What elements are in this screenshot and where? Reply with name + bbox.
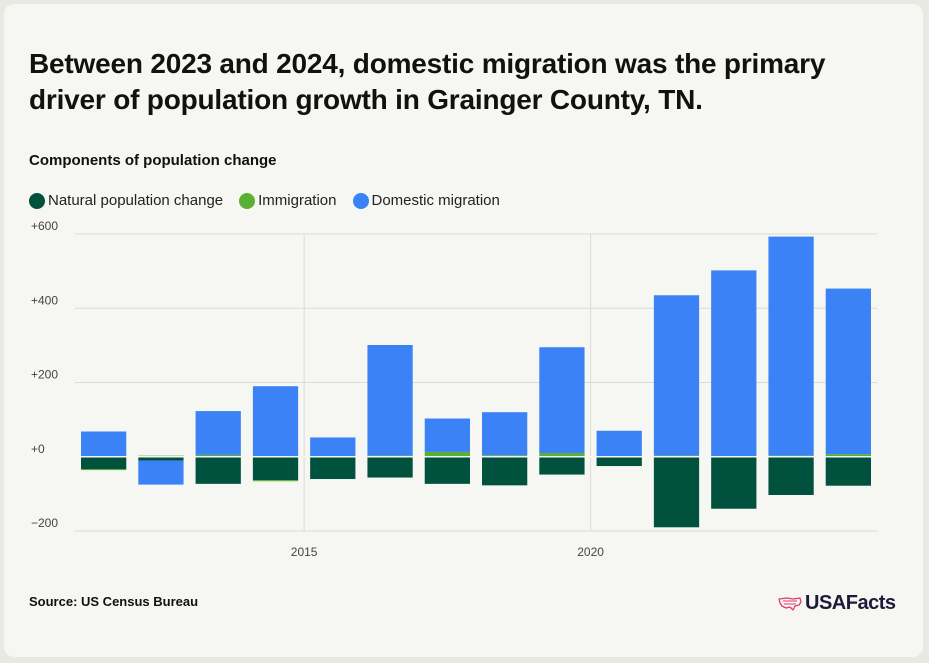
bar-natural-2019 xyxy=(539,456,585,475)
legend: Natural population change Immigration Do… xyxy=(29,192,516,209)
bar-natural-2021 xyxy=(653,456,700,528)
bar-domestic-2012 xyxy=(138,460,184,485)
bar-domestic-2022 xyxy=(711,270,757,457)
x-tick-label: 2020 xyxy=(577,545,604,559)
bar-natural-2022 xyxy=(711,456,757,509)
bar-natural-2020 xyxy=(596,456,642,467)
bar-natural-2018 xyxy=(482,456,528,486)
legend-label-immigration: Immigration xyxy=(258,192,337,209)
bar-natural-2023 xyxy=(768,456,814,495)
y-tick-label: −200 xyxy=(31,516,58,530)
bar-domestic-2020 xyxy=(596,430,642,457)
bar-natural-2016 xyxy=(367,456,413,478)
bar-domestic-2016 xyxy=(367,345,413,456)
bar-natural-2015 xyxy=(310,456,356,480)
legend-label-domestic: Domestic migration xyxy=(371,192,500,209)
bar-natural-2024 xyxy=(825,456,871,486)
chart-title: Between 2023 and 2024, domestic migratio… xyxy=(29,48,826,115)
y-tick-label: +600 xyxy=(31,219,58,233)
bar-domestic-2011 xyxy=(81,431,127,457)
bar-immigration-2017 xyxy=(424,451,470,457)
bar-immigration-2014 xyxy=(252,480,299,482)
bar-domestic-2013 xyxy=(195,411,241,455)
bar-immigration-2019 xyxy=(539,453,585,457)
bar-natural-2017 xyxy=(424,456,470,484)
bar-natural-2014 xyxy=(252,456,299,481)
bar-domestic-2021 xyxy=(653,295,700,456)
bar-immigration-2011 xyxy=(81,469,127,471)
legend-swatch-domestic xyxy=(352,192,369,209)
usafacts-logo: USAFacts xyxy=(778,592,896,615)
chart-subtitle: Components of population change xyxy=(29,152,277,169)
source-note: Source: US Census Bureau xyxy=(29,594,199,609)
bar-immigration-2024 xyxy=(825,454,871,457)
bar-domestic-2023 xyxy=(768,236,814,456)
legend-item-domestic: Domestic migration xyxy=(352,192,500,209)
legend-label-natural: Natural population change xyxy=(48,192,224,209)
brand-name: USAFacts xyxy=(805,592,896,614)
bar-natural-2011 xyxy=(81,456,127,470)
legend-swatch-natural xyxy=(29,192,45,209)
bar-domestic-2015 xyxy=(310,437,356,457)
bar-natural-2013 xyxy=(195,456,241,484)
y-tick-label: +200 xyxy=(31,368,58,382)
bar-domestic-2018 xyxy=(482,412,528,456)
bar-natural-2012 xyxy=(138,456,184,461)
legend-item-natural: Natural population change xyxy=(29,192,223,209)
bar-domestic-2014 xyxy=(252,386,299,457)
us-map-icon xyxy=(778,596,802,611)
legend-item-immigration: Immigration xyxy=(239,192,337,209)
bar-immigration-2013 xyxy=(195,454,241,457)
bar-domestic-2019 xyxy=(539,347,585,454)
bar-domestic-2017 xyxy=(424,418,470,452)
bar-domestic-2024 xyxy=(825,288,871,455)
y-tick-label: +0 xyxy=(31,442,45,456)
legend-swatch-immigration xyxy=(239,192,256,209)
y-tick-label: +400 xyxy=(31,293,58,307)
x-tick-label: 2015 xyxy=(291,545,318,559)
